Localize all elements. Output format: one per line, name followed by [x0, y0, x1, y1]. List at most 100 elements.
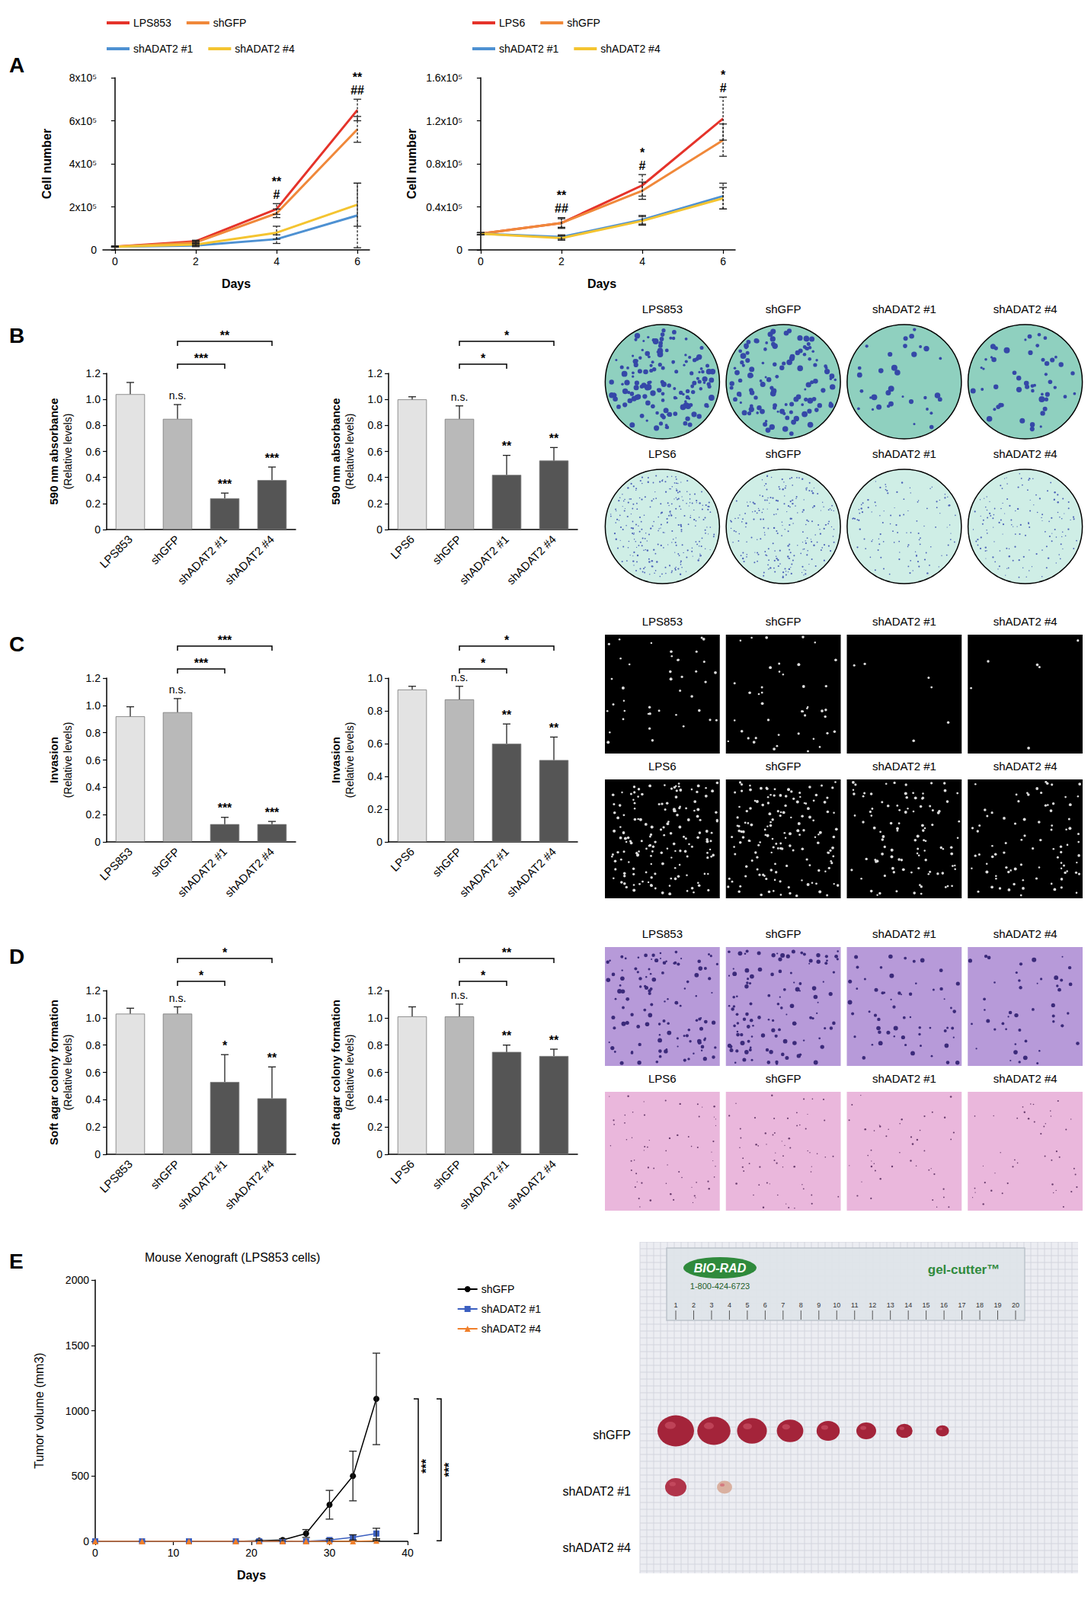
svg-text:shADAT2 #1: shADAT2 #1	[499, 42, 560, 55]
svg-text:0: 0	[83, 1535, 90, 1548]
svg-text:8: 8	[799, 1301, 804, 1309]
svg-text:LPS6: LPS6	[387, 844, 417, 874]
svg-text:*: *	[720, 68, 727, 82]
svg-text:LPS6: LPS6	[387, 1157, 417, 1187]
svg-text:0.6: 0.6	[86, 445, 102, 458]
svg-text:3: 3	[709, 1301, 714, 1309]
svg-text:4x10⁵: 4x10⁵	[69, 157, 97, 170]
svg-text:1.6x10⁵: 1.6x10⁵	[425, 71, 463, 84]
svg-text:***: ***	[265, 451, 280, 465]
svg-text:LPS6: LPS6	[648, 447, 677, 461]
svg-text:0.8: 0.8	[86, 419, 102, 432]
svg-text:shADAT2 #4: shADAT2 #4	[993, 1071, 1058, 1085]
svg-text:1.0: 1.0	[86, 393, 102, 406]
svg-text:0: 0	[90, 243, 97, 256]
svg-text:**: **	[502, 708, 512, 722]
svg-text:1500: 1500	[65, 1339, 90, 1352]
svg-text:shADAT2 #4: shADAT2 #4	[504, 1157, 559, 1212]
svg-text:2: 2	[558, 255, 565, 268]
svg-text:shADAT2 #4: shADAT2 #4	[504, 532, 559, 587]
svg-text:LPS853: LPS853	[96, 844, 135, 884]
svg-text:0: 0	[94, 835, 101, 848]
svg-text:15: 15	[922, 1301, 931, 1309]
svg-text:n.s.: n.s.	[169, 683, 187, 696]
svg-text:n.s.: n.s.	[169, 389, 187, 402]
svg-text:1.2: 1.2	[86, 367, 102, 380]
svg-text:***: ***	[419, 1458, 433, 1473]
svg-text:2: 2	[691, 1301, 696, 1309]
svg-text:**: **	[502, 1029, 512, 1043]
svg-text:*: *	[504, 633, 510, 647]
svg-text:2x10⁵: 2x10⁵	[69, 201, 97, 214]
svg-text:1.0: 1.0	[367, 1011, 384, 1024]
svg-text:*: *	[504, 329, 510, 343]
svg-text:20: 20	[1011, 1301, 1020, 1309]
svg-text:1.2: 1.2	[86, 671, 102, 685]
svg-text:6: 6	[354, 255, 361, 268]
svg-text:0.6: 0.6	[367, 737, 384, 750]
svg-text:14: 14	[904, 1301, 912, 1309]
svg-text:***: ***	[442, 1462, 456, 1477]
svg-text:shGFP: shGFP	[147, 1157, 183, 1192]
svg-text:shADAT2 #1: shADAT2 #1	[481, 1302, 542, 1315]
svg-text:**: **	[271, 175, 282, 189]
svg-text:0.6: 0.6	[86, 1066, 102, 1079]
svg-text:0: 0	[376, 1148, 383, 1161]
svg-text:shADAT2 #4: shADAT2 #4	[993, 927, 1058, 941]
svg-text:9: 9	[816, 1301, 821, 1309]
svg-text:(Relative levels): (Relative levels)	[343, 413, 356, 490]
svg-text:30: 30	[323, 1546, 336, 1559]
svg-text:shADAT2 #1: shADAT2 #1	[872, 1071, 937, 1085]
svg-text:Mouse Xenograft (LPS853 cells): Mouse Xenograft (LPS853 cells)	[144, 1250, 320, 1264]
svg-text:shGFP: shGFP	[481, 1282, 516, 1296]
svg-text:shADAT2 #1: shADAT2 #1	[872, 927, 937, 941]
svg-text:1: 1	[673, 1301, 678, 1309]
svg-text:0: 0	[376, 523, 383, 536]
svg-text:##: ##	[554, 201, 569, 215]
svg-text:4: 4	[273, 255, 280, 268]
svg-text:*: *	[480, 351, 487, 365]
svg-text:shADAT2 #1: shADAT2 #1	[562, 1484, 631, 1498]
svg-text:18: 18	[975, 1301, 984, 1309]
svg-text:0: 0	[94, 1148, 101, 1161]
svg-text:Days: Days	[221, 277, 251, 291]
svg-text:0.4: 0.4	[367, 471, 384, 484]
svg-text:6: 6	[763, 1301, 768, 1309]
svg-text:(Relative levels): (Relative levels)	[343, 722, 356, 799]
svg-text:shADAT2 #4: shADAT2 #4	[562, 1541, 631, 1555]
svg-text:***: ***	[265, 806, 280, 820]
svg-text:0.2: 0.2	[367, 803, 384, 816]
svg-text:1.0: 1.0	[86, 699, 102, 712]
svg-text:**: **	[220, 329, 231, 343]
svg-text:shADAT2 #4: shADAT2 #4	[222, 1157, 277, 1212]
svg-text:**: **	[502, 946, 512, 960]
svg-text:**: **	[556, 188, 567, 202]
svg-text:0.6: 0.6	[367, 445, 384, 458]
svg-text:shGFP: shGFP	[765, 614, 802, 628]
svg-text:shGFP: shGFP	[147, 532, 183, 567]
svg-text:0: 0	[94, 523, 101, 536]
svg-text:shGFP: shGFP	[765, 302, 802, 316]
svg-text:1.2: 1.2	[367, 367, 384, 380]
svg-text:1.2: 1.2	[367, 984, 384, 997]
svg-text:shGFP: shGFP	[765, 447, 802, 461]
svg-text:shADAT2 #4: shADAT2 #4	[504, 844, 559, 900]
svg-text:1.0: 1.0	[367, 671, 384, 685]
svg-text:10: 10	[167, 1546, 180, 1559]
svg-text:LPS853: LPS853	[642, 927, 683, 941]
svg-text:17: 17	[958, 1301, 967, 1309]
svg-text:0.8: 0.8	[367, 419, 384, 432]
svg-text:0.8: 0.8	[367, 1039, 384, 1052]
svg-text:6x10⁵: 6x10⁵	[69, 115, 97, 128]
svg-text:0.4: 0.4	[86, 780, 102, 794]
svg-text:**: **	[549, 431, 560, 445]
svg-text:shGFP: shGFP	[429, 1157, 464, 1192]
svg-text:(Relative levels): (Relative levels)	[61, 413, 74, 490]
svg-text:shGFP: shGFP	[566, 16, 601, 29]
svg-text:Days: Days	[587, 277, 617, 291]
svg-text:LPS853: LPS853	[133, 16, 172, 29]
svg-text:shGFP: shGFP	[429, 844, 464, 880]
svg-text:n.s.: n.s.	[451, 988, 469, 1002]
svg-text:0.6: 0.6	[367, 1066, 384, 1079]
svg-text:BIO-RAD: BIO-RAD	[694, 1261, 747, 1275]
